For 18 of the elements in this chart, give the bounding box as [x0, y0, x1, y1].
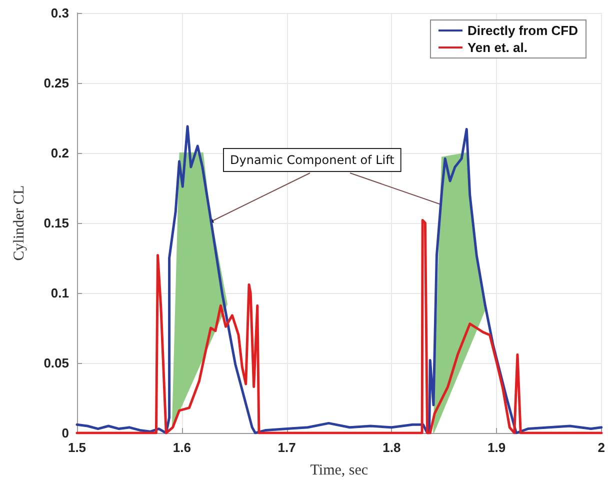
y-axis-title: Cylinder CL: [12, 185, 28, 261]
y-tick-label: 0.25: [44, 76, 69, 90]
x-tick-label: 1.8: [382, 440, 401, 455]
x-tick-label: 1.6: [172, 440, 191, 455]
annotation: Dynamic Component of Lift: [230, 153, 395, 167]
y-tick-label: 0.3: [50, 6, 69, 20]
legend-label: Yen et. al.: [467, 40, 528, 55]
y-tick-label: 0.15: [44, 216, 69, 230]
x-tick-label: 1.5: [68, 440, 86, 455]
y-tick-label: 0.2: [50, 146, 69, 160]
y-tick-label: 0.1: [50, 286, 69, 300]
y-tick-label: 0: [62, 426, 69, 440]
legend-label: Directly from CFD: [467, 23, 578, 38]
y-tick-label: 0.05: [44, 356, 69, 370]
x-tick-label: 1.7: [278, 440, 296, 455]
x-axis-title: Time, sec: [310, 462, 368, 478]
x-tick-label: 2: [598, 440, 605, 455]
x-tick-label: 1.9: [487, 440, 506, 455]
